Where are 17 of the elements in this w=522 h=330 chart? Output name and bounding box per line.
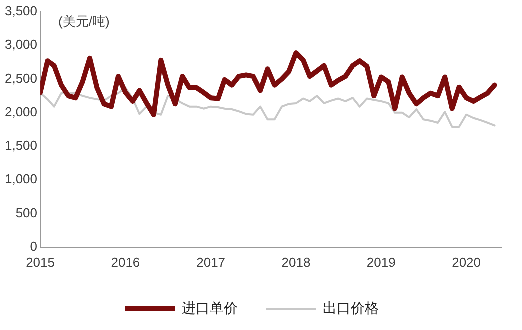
x-tick-label: 2018 bbox=[282, 254, 311, 270]
y-tick-label: 3,500 bbox=[4, 4, 38, 19]
y-tick-label: 0 bbox=[30, 238, 38, 254]
x-tick-label: 2020 bbox=[452, 254, 481, 270]
y-tick-label: 1,000 bbox=[4, 172, 38, 187]
y-tick-label: 500 bbox=[16, 205, 38, 220]
legend-label: 进口单价 bbox=[182, 300, 238, 316]
y-tick-label: 2,000 bbox=[4, 104, 38, 120]
x-tick-label: 2017 bbox=[196, 254, 226, 270]
y-tick-label: 3,000 bbox=[4, 37, 38, 52]
y-tick-label: 2,500 bbox=[4, 70, 38, 86]
x-tick-label: 2015 bbox=[26, 254, 55, 270]
y-axis-title: (美元/吨) bbox=[58, 14, 110, 30]
x-tick-label: 2016 bbox=[111, 254, 140, 270]
legend-label: 出口价格 bbox=[323, 300, 379, 316]
y-tick-label: 1,500 bbox=[4, 138, 38, 154]
x-tick-label: 2019 bbox=[366, 254, 396, 270]
